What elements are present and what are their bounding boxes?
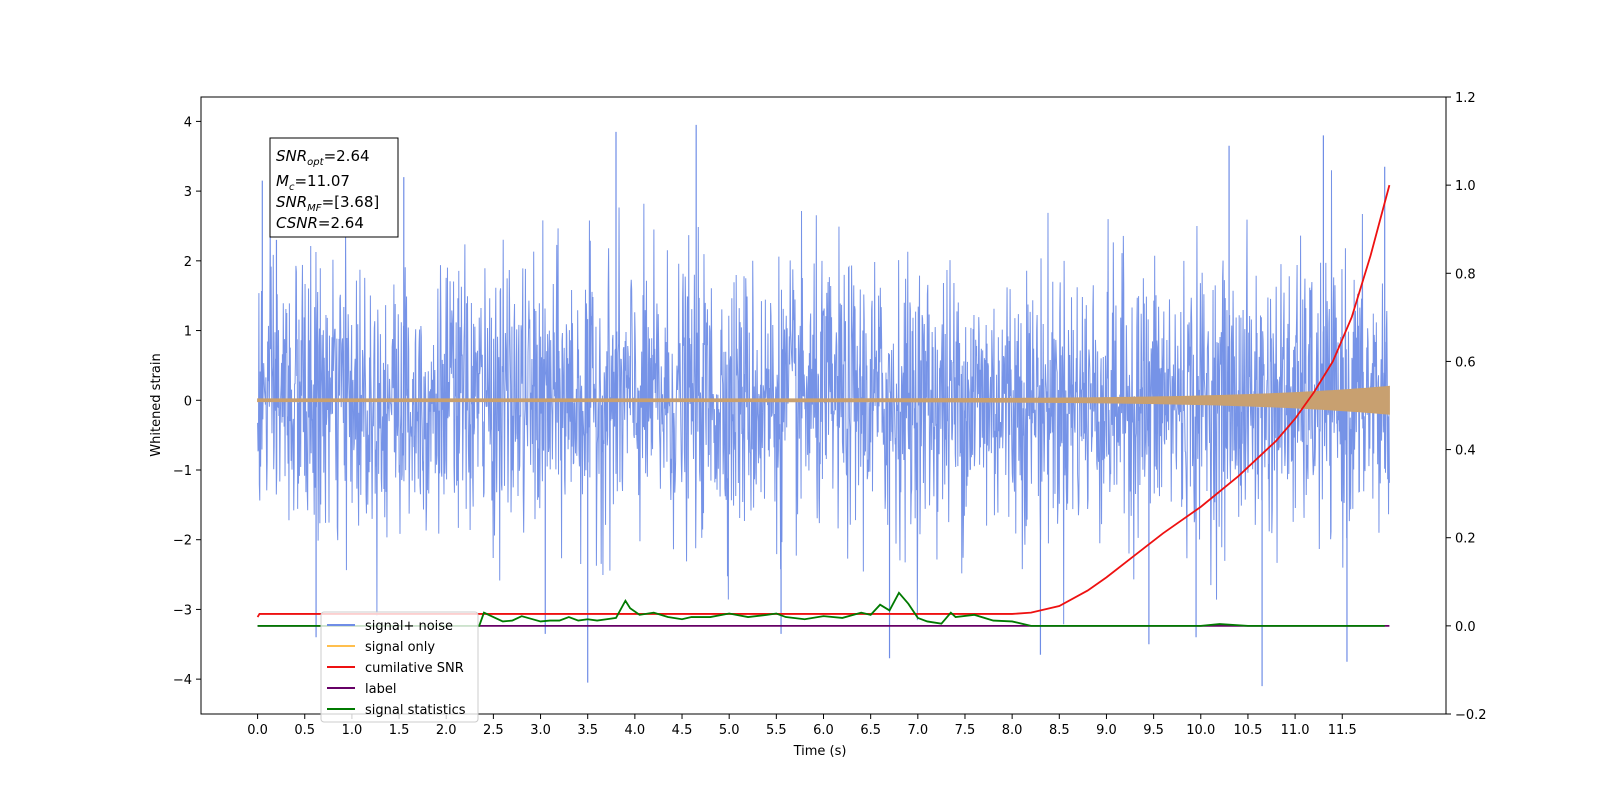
signal-only-series — [257, 385, 1390, 415]
x-tick-label: 11.0 — [1281, 723, 1310, 738]
signal-statistics-line — [257, 591, 1385, 627]
y-tick-label: −4 — [173, 673, 192, 688]
right-y-tick-label: 1.0 — [1455, 179, 1476, 194]
x-tick-label: 5.5 — [766, 723, 787, 738]
right-y-tick-label: 0.6 — [1455, 355, 1476, 370]
y-tick-label: −3 — [173, 603, 192, 618]
x-tick-label: 10.0 — [1186, 723, 1215, 738]
x-tick-label: 3.5 — [577, 723, 598, 738]
x-tick-label: 4.0 — [625, 723, 646, 738]
x-tick-label: 9.5 — [1143, 723, 1164, 738]
y-tick-label: −2 — [173, 534, 192, 549]
x-tick-label: 2.5 — [483, 723, 504, 738]
right-y-tick-label: −0.2 — [1455, 708, 1487, 723]
annotation-line-snr-opt: SNRopt=2.64 — [276, 147, 370, 168]
legend-frame — [320, 611, 479, 723]
x-axis-ticks: 0.0 0.5 1.0 1.5 2.0 2.5 3.0 3.5 4.0 4.5 5.0 5.5 6.0 6… — [247, 714, 1357, 738]
legend-label-cumulative-snr: cumilative SNR — [365, 661, 464, 676]
legend-label-signal-only: signal only — [365, 640, 435, 655]
annotation-frame — [269, 137, 399, 238]
x-tick-label: 0.0 — [247, 723, 268, 738]
y-tick-label: 4 — [184, 115, 192, 130]
x-axis-label: Time (s) — [793, 744, 847, 759]
right-y-tick-label: 0.8 — [1455, 267, 1476, 282]
x-tick-label: 5.0 — [719, 723, 740, 738]
right-y-tick-label: 0.0 — [1455, 620, 1476, 635]
x-tick-label: 8.5 — [1049, 723, 1070, 738]
x-tick-label: 7.0 — [907, 723, 928, 738]
right-y-axis-ticks: −0.2 0.0 0.2 0.4 0.6 0.8 1.0 1.2 — [1446, 91, 1487, 723]
y-tick-label: 0 — [184, 394, 192, 409]
x-tick-label: 11.5 — [1328, 723, 1357, 738]
x-tick-label: 9.0 — [1096, 723, 1117, 738]
legend-label-label: label — [365, 682, 396, 697]
annotation-line-csnr: CSNR=2.64 — [276, 214, 364, 232]
x-tick-label: 8.0 — [1002, 723, 1023, 738]
y-tick-label: 1 — [184, 325, 192, 340]
x-tick-label: 0.5 — [294, 723, 315, 738]
legend: signal+ noise signal only cumilative SNR… — [320, 611, 479, 723]
right-y-tick-label: 1.2 — [1455, 91, 1476, 106]
x-tick-label: 6.0 — [813, 723, 834, 738]
x-tick-label: 6.5 — [860, 723, 881, 738]
legend-label-signal-statistics: signal statistics — [365, 703, 466, 718]
right-y-tick-label: 0.2 — [1455, 532, 1476, 547]
x-tick-label: 4.5 — [672, 723, 693, 738]
x-tick-label: 1.5 — [389, 723, 410, 738]
right-y-tick-label: 0.4 — [1455, 444, 1476, 459]
x-tick-label: 2.0 — [436, 723, 457, 738]
x-tick-label: 10.5 — [1233, 723, 1262, 738]
cumilative-snr-line — [256, 184, 1391, 618]
x-tick-label: 7.5 — [955, 723, 976, 738]
legend-label-signal-noise: signal+ noise — [365, 619, 453, 634]
annotation-line-snr-mf: SNRMF=[3.68] — [276, 193, 379, 214]
y-tick-label: −1 — [173, 464, 192, 479]
y-axis-label: Whitened strain — [149, 353, 164, 456]
x-tick-label: 3.0 — [530, 723, 551, 738]
x-tick-label: 1.0 — [342, 723, 363, 738]
annotation-line-mc: Mc=11.07 — [276, 172, 350, 193]
y-tick-label: 3 — [184, 185, 192, 200]
y-axis-ticks: −4 −3 −2 −1 0 1 2 3 4 — [173, 115, 201, 688]
stats-annotation-box: SNRopt=2.64 Mc=11.07 SNRMF=[3.68] CSNR=2… — [269, 137, 399, 238]
signal-only-band — [257, 385, 1390, 415]
y-tick-label: 2 — [184, 255, 192, 270]
signal-noise-line — [257, 170, 1390, 625]
